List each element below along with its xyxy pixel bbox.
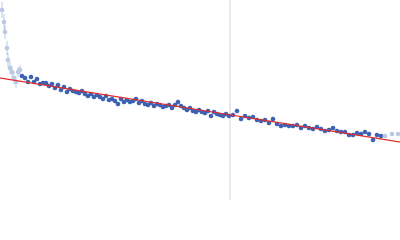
data-point: [389, 131, 395, 137]
data-point: [238, 116, 244, 122]
data-point: [374, 132, 380, 138]
data-point: [169, 105, 175, 111]
data-point: [395, 131, 400, 137]
data-point: [11, 75, 17, 81]
data-point: [115, 101, 121, 107]
data-point: [330, 125, 336, 131]
fit-line: [0, 77, 400, 143]
data-point: [55, 82, 61, 88]
data-point: [1, 19, 7, 25]
data-point: [0, 7, 5, 13]
data-point: [378, 133, 384, 139]
data-point: [5, 57, 11, 63]
data-point: [370, 137, 376, 143]
data-point: [234, 108, 240, 114]
data-point: [278, 123, 284, 129]
data-point: [34, 76, 40, 82]
data-point: [175, 99, 181, 105]
data-point: [49, 81, 55, 87]
data-point: [2, 29, 8, 35]
data-point: [112, 98, 118, 104]
data-point: [43, 80, 49, 86]
data-point: [382, 133, 388, 139]
data-point: [64, 89, 70, 95]
data-point: [266, 120, 272, 126]
data-point: [9, 69, 15, 75]
data-point: [17, 67, 23, 73]
data-point: [28, 74, 34, 80]
data-point: [7, 65, 13, 71]
data-point: [100, 96, 106, 102]
data-point: [208, 113, 214, 119]
page: (() => { const data = JSON.parse(documen…: [0, 0, 400, 200]
data-point: [4, 45, 10, 51]
data-point: [270, 116, 276, 122]
data-point: [362, 129, 368, 135]
chart: [0, 0, 400, 200]
data-point: [366, 131, 372, 137]
data-point: [58, 87, 64, 93]
data-point: [22, 75, 28, 81]
data-point: [354, 130, 360, 136]
